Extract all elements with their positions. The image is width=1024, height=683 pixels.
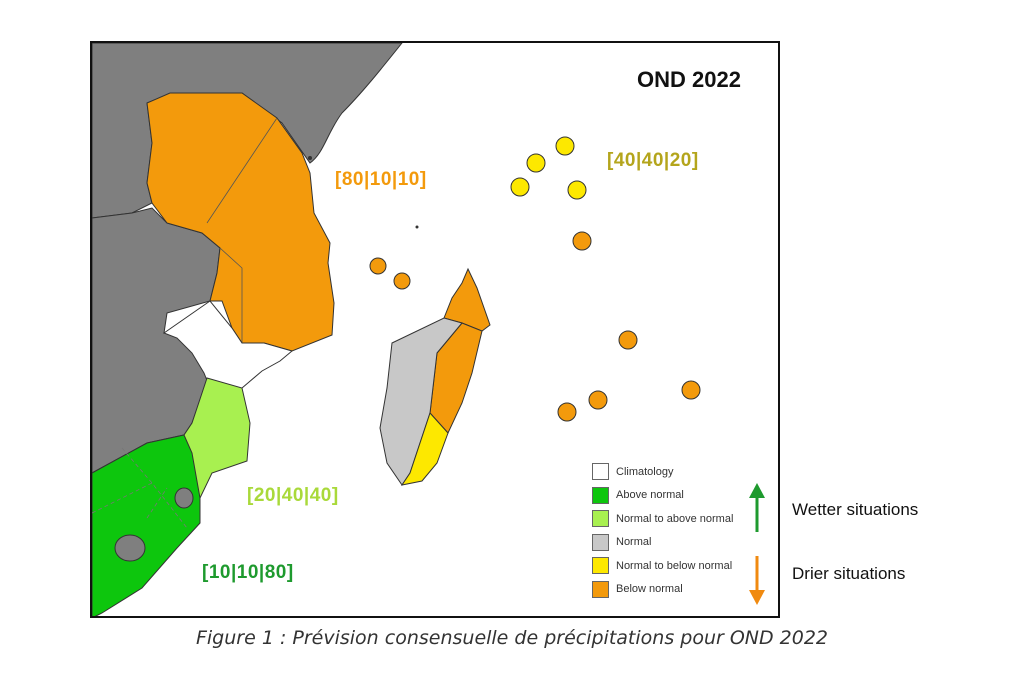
legend-item: Above normal bbox=[592, 484, 733, 508]
drier-situations-label: Drier situations bbox=[792, 564, 906, 583]
lesotho-enclave bbox=[114, 534, 146, 562]
island-dot bbox=[415, 225, 419, 229]
island-zanzibar bbox=[308, 156, 312, 160]
legend-label: Normal to below normal bbox=[616, 559, 733, 572]
legend-swatch bbox=[592, 463, 609, 481]
island-seychelles-1 bbox=[555, 136, 575, 156]
island-cargados bbox=[618, 330, 638, 350]
island-rodrigues bbox=[681, 380, 701, 400]
label-southern-africa-probabilities: [10|10|80] bbox=[202, 562, 294, 583]
island-seychelles-2 bbox=[526, 153, 546, 173]
madagascar-south-yellow bbox=[400, 412, 449, 486]
figure-caption: Figure 1 : Prévision consensuelle de pré… bbox=[195, 627, 829, 649]
island-mauritius bbox=[588, 390, 608, 410]
legend-label: Below normal bbox=[616, 583, 683, 596]
legend-item: Normal to below normal bbox=[592, 554, 733, 578]
legend-label: Above normal bbox=[616, 489, 684, 502]
legend-swatch bbox=[592, 486, 609, 504]
legend-item: Normal bbox=[592, 531, 733, 555]
legend-swatch bbox=[592, 580, 609, 598]
legend-label: Normal to above normal bbox=[616, 512, 734, 525]
legend-label: Climatology bbox=[616, 465, 674, 478]
label-mozambique-south-probabilities: [20|40|40] bbox=[247, 485, 339, 506]
region-normal-to-above-mozambique bbox=[181, 377, 251, 500]
label-north-probabilities: [80|10|10] bbox=[335, 169, 427, 190]
arrow-down-icon bbox=[749, 556, 765, 605]
region-climatology bbox=[162, 300, 294, 389]
legend-label: Normal bbox=[616, 536, 652, 549]
map-title: OND 2022 bbox=[637, 67, 741, 92]
island-reunion bbox=[557, 402, 577, 422]
legend-swatch bbox=[592, 510, 609, 528]
forecast-map: OND 2022 [80|10|10] [40|40|20] [20|40|40… bbox=[90, 41, 780, 618]
wetter-situations-label: Wetter situations bbox=[792, 500, 919, 519]
legend-item: Normal to above normal bbox=[592, 507, 733, 531]
island-comoros-2 bbox=[393, 272, 411, 290]
island-comoros-1 bbox=[369, 257, 387, 275]
island-seychelles-3 bbox=[510, 177, 530, 197]
eswatini-enclave bbox=[174, 487, 194, 509]
region-above-normal-south bbox=[92, 434, 201, 616]
legend-item: Climatology bbox=[592, 460, 733, 484]
map-canvas bbox=[92, 43, 701, 616]
legend-item: Below normal bbox=[592, 578, 733, 602]
map-legend: Climatology Above normal Normal to above n… bbox=[592, 460, 733, 601]
island-seychelles-4 bbox=[567, 180, 587, 200]
region-boundary-line bbox=[206, 117, 278, 343]
arrow-up-icon bbox=[749, 483, 765, 532]
label-islands-probabilities: [40|40|20] bbox=[607, 150, 699, 171]
legend-swatch bbox=[592, 533, 609, 551]
island-agalega bbox=[572, 231, 592, 251]
region-dashed-borders bbox=[92, 447, 188, 529]
legend-swatch bbox=[592, 557, 609, 575]
